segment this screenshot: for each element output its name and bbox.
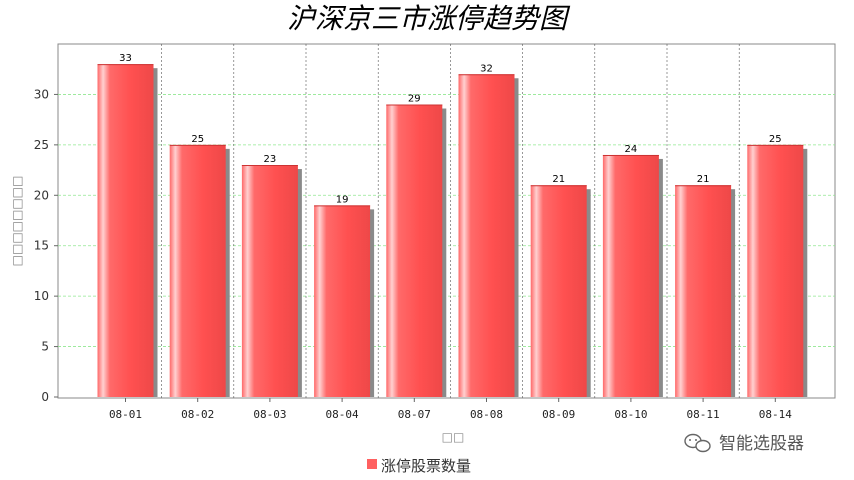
- x-tick-label: 08-10: [614, 408, 647, 421]
- bar: [97, 64, 154, 398]
- y-tick-label: 30: [34, 87, 49, 101]
- x-tick-label: 08-14: [759, 408, 792, 421]
- y-tick-label: 5: [41, 340, 49, 354]
- x-tick-label: 08-02: [181, 408, 214, 421]
- x-tick-label: 08-11: [687, 408, 720, 421]
- bar: [675, 185, 732, 397]
- y-tick-label: 15: [34, 239, 49, 253]
- y-tick-label: 0: [41, 390, 49, 404]
- bar: [602, 154, 659, 397]
- bar: [169, 144, 226, 397]
- chart-title: 沪深京三市涨停趋势图: [287, 2, 571, 35]
- x-tick-label: 08-09: [542, 408, 575, 421]
- wechat-icon: [684, 433, 711, 453]
- legend-swatch: [367, 459, 377, 469]
- data-label: 21: [552, 174, 565, 185]
- y-axis-label: □□□□□□□□: [10, 176, 24, 267]
- data-label: 25: [191, 134, 204, 145]
- x-tick-label: 08-01: [109, 408, 142, 421]
- data-label: 23: [264, 154, 277, 165]
- bar: [241, 165, 298, 397]
- y-axis-ticks: 0 5 10 15 20 25 30: [34, 87, 58, 404]
- watermark-text: 智能选股器: [719, 434, 804, 454]
- x-tick-label: 08-04: [326, 408, 359, 421]
- legend-label: 涨停股票数量: [381, 457, 471, 475]
- x-tick-label: 08-03: [253, 408, 286, 421]
- bar: [530, 185, 587, 397]
- bar: [458, 74, 515, 397]
- data-label: 29: [408, 94, 421, 105]
- vertical-gridlines: [161, 44, 740, 398]
- data-label: 33: [119, 53, 132, 64]
- x-axis-label: □□: [442, 430, 465, 444]
- y-tick-label: 10: [34, 289, 49, 303]
- legend: 涨停股票数量: [367, 457, 471, 475]
- data-label: 25: [769, 134, 782, 145]
- y-tick-label: 20: [34, 188, 49, 202]
- data-label: 21: [697, 174, 710, 185]
- bar: [386, 104, 443, 397]
- data-label: 24: [625, 144, 638, 155]
- x-tick-label: 08-08: [470, 408, 503, 421]
- bar: [747, 144, 804, 397]
- bar: [314, 205, 371, 397]
- data-label: 32: [480, 63, 493, 74]
- data-label: 19: [336, 194, 349, 205]
- bar-series: [97, 64, 808, 398]
- x-tick-label: 08-07: [398, 408, 431, 421]
- x-axis-ticks: 08-01 08-02 08-03 08-04 08-07 08-08 08-09 08-10…: [109, 398, 792, 421]
- data-labels: 33 25 23 19 29 32 21 24 21 25: [119, 53, 782, 205]
- watermark: 智能选股器: [684, 433, 804, 454]
- y-tick-label: 25: [34, 138, 49, 152]
